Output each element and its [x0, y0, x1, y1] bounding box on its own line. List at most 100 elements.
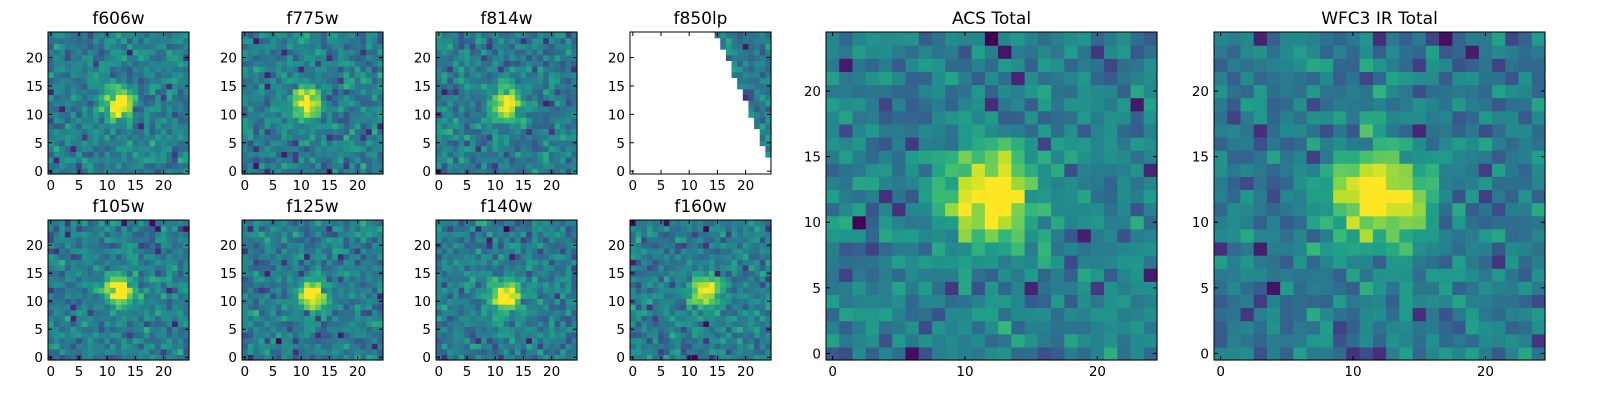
- heatmap-cell: [275, 77, 283, 84]
- heatmap-cell: [160, 348, 168, 355]
- heatmap-cell: [110, 298, 117, 305]
- heatmap-cell: [469, 276, 477, 283]
- heatmap-cell: [663, 348, 671, 355]
- heatmap-cell: [98, 304, 105, 311]
- heatmap-cell: [270, 292, 277, 299]
- heatmap-cell: [287, 309, 294, 316]
- heatmap-cell: [765, 105, 772, 113]
- heatmap-cell: [343, 105, 350, 113]
- heatmap-cell: [360, 105, 367, 113]
- heatmap-cell: [441, 134, 448, 141]
- heatmap-cell: [132, 281, 139, 288]
- heatmap-cell: [377, 253, 384, 260]
- heatmap-cell: [64, 270, 72, 277]
- heatmap-cell: [971, 320, 986, 335]
- heatmap-cell: [492, 315, 499, 322]
- heatmap-cell: [652, 264, 659, 271]
- heatmap-cell: [304, 242, 311, 249]
- heatmap-cell: [464, 259, 471, 266]
- heatmap-cell: [543, 151, 550, 158]
- heatmap-cell: [543, 220, 550, 227]
- heatmap-cell: [635, 242, 642, 249]
- heatmap-cell: [366, 332, 373, 339]
- heatmap-cell: [475, 259, 482, 266]
- heatmap-cell: [126, 225, 134, 232]
- heatmap-cell: [526, 105, 533, 113]
- heatmap-cell: [337, 242, 345, 249]
- heatmap-cell: [571, 49, 578, 56]
- heatmap-cell: [531, 348, 539, 355]
- heatmap-cell: [115, 128, 122, 135]
- heatmap-cell: [371, 49, 378, 56]
- heatmap-cell: [366, 220, 373, 227]
- heatmap-cell: [132, 276, 139, 283]
- heatmap-cell: [697, 270, 704, 277]
- heatmap-cell: [160, 298, 168, 305]
- heatmap-cell: [143, 128, 151, 135]
- heatmap-cell: [87, 332, 94, 339]
- heatmap-cell: [87, 292, 94, 299]
- heatmap-cell: [1117, 346, 1132, 361]
- heatmap-cell: [315, 259, 322, 266]
- heatmap-cell: [126, 253, 134, 260]
- heatmap-cell: [481, 259, 488, 266]
- heatmap-cell: [371, 281, 378, 288]
- heatmap-cell: [320, 337, 328, 344]
- heatmap-cell: [275, 343, 283, 350]
- heatmap-cell: [1051, 241, 1065, 256]
- heatmap-cell: [554, 139, 561, 147]
- heatmap-cell: [93, 304, 100, 311]
- heatmap-cell: [441, 168, 448, 175]
- heatmap-cell: [560, 248, 567, 255]
- heatmap-cell: [349, 54, 356, 61]
- heatmap-cell: [104, 287, 111, 294]
- heatmap-cell: [1117, 268, 1132, 282]
- heatmap-cell: [658, 225, 665, 232]
- heatmap-cell: [281, 60, 288, 67]
- heatmap-cell: [177, 37, 184, 44]
- y-tick-label: 20: [608, 238, 625, 254]
- heatmap-cell: [93, 253, 100, 260]
- heatmap-cell: [731, 348, 738, 355]
- heatmap-cell: [520, 156, 527, 164]
- heatmap-cell: [748, 43, 755, 50]
- heatmap-cell: [675, 326, 682, 333]
- heatmap-cell: [492, 71, 499, 79]
- heatmap-cell: [703, 354, 710, 361]
- heatmap-cell: [59, 298, 66, 305]
- heatmap-cell: [247, 248, 254, 255]
- heatmap-cell: [287, 315, 294, 322]
- heatmap-cell: [658, 292, 665, 299]
- heatmap-cell: [931, 346, 946, 361]
- heatmap-cell: [692, 220, 699, 227]
- heatmap-cell: [110, 105, 117, 113]
- heatmap-cell: [514, 225, 522, 232]
- heatmap-cell: [64, 88, 72, 96]
- heatmap-cell: [253, 354, 260, 361]
- heatmap-cell: [59, 220, 66, 227]
- heatmap-cell: [315, 220, 322, 227]
- heatmap-cell: [492, 60, 499, 67]
- heatmap-cell: [520, 105, 527, 113]
- heatmap-cell: [115, 304, 122, 311]
- heatmap-cell: [565, 276, 572, 283]
- heatmap-cell: [737, 49, 744, 56]
- heatmap-cell: [469, 337, 477, 344]
- heatmap-cell: [138, 139, 145, 147]
- heatmap-cell: [458, 77, 465, 84]
- heatmap-cell: [548, 287, 556, 294]
- heatmap-cell: [918, 255, 933, 269]
- heatmap-cell: [298, 231, 305, 238]
- heatmap-cell: [115, 151, 122, 158]
- heatmap-cell: [526, 337, 533, 344]
- heatmap-cell: [531, 315, 539, 322]
- heatmap-cell: [304, 231, 311, 238]
- heatmap-cell: [458, 248, 465, 255]
- heatmap-cell: [76, 348, 83, 355]
- heatmap-cell: [258, 287, 266, 294]
- heatmap-cell: [537, 276, 544, 283]
- heatmap-cell: [337, 100, 345, 107]
- heatmap-cell: [53, 253, 60, 260]
- heatmap-cell: [315, 88, 322, 96]
